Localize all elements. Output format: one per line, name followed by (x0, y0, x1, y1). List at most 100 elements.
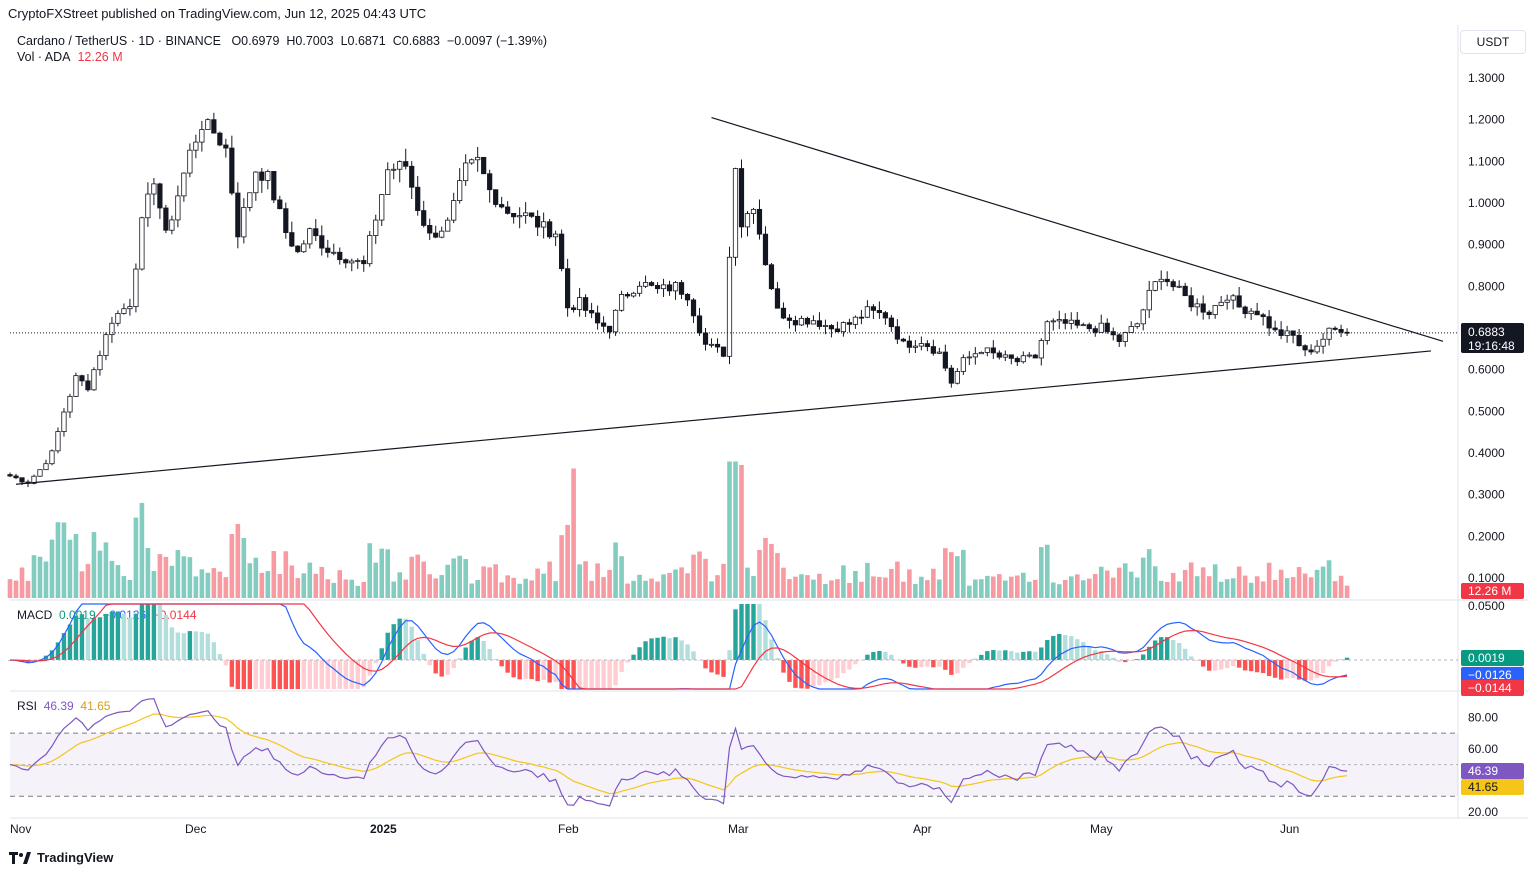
volume-bar (91, 532, 97, 598)
macd-histogram-bar (139, 604, 145, 660)
rsi-panel (9, 697, 1458, 807)
volume-bar (73, 534, 79, 598)
macd-histogram-bar (115, 611, 121, 660)
rsi-legend[interactable]: RSI 46.39 41.65 (17, 699, 110, 713)
candle-body (1224, 299, 1230, 303)
candle-body (37, 469, 43, 477)
candle-body (1050, 320, 1056, 323)
macd-histogram-bar (1248, 660, 1254, 672)
candle-body (654, 285, 661, 290)
macd-histogram-bar (1003, 650, 1008, 660)
macd-histogram-bar (1093, 650, 1098, 660)
volume-bar (613, 542, 618, 598)
volume-bar (625, 583, 630, 598)
candle-body (55, 431, 61, 452)
candle-body (780, 307, 787, 319)
volume-bar (373, 562, 379, 598)
macd-histogram-bar (535, 660, 540, 682)
time-tick-label: Nov (10, 822, 31, 836)
candle-body (828, 325, 835, 330)
volume-bar (817, 573, 822, 598)
candle-body (972, 353, 978, 358)
volume-bar (535, 568, 540, 598)
candle-body (918, 343, 924, 347)
macd-histogram-bar (1338, 659, 1344, 660)
macd-histogram-bar (1224, 660, 1230, 669)
volume-bar (889, 568, 894, 598)
volume-bar (199, 569, 205, 598)
candle-body (948, 367, 954, 384)
rsi-badge-bg (1461, 763, 1524, 779)
macd-histogram-bar (1027, 651, 1032, 660)
volume-bar (631, 580, 636, 598)
tradingview-logo[interactable]: TradingView (9, 850, 113, 865)
macd-histogram-bar (931, 660, 936, 668)
candle-body (846, 322, 853, 325)
candle-body (271, 171, 277, 201)
volume-bar (1314, 569, 1320, 598)
macd-histogram-bar (589, 660, 594, 689)
volume-bar (1050, 582, 1056, 598)
macd-histogram-bar (1111, 657, 1116, 660)
candle-body (583, 297, 589, 311)
volume-bar (1032, 579, 1038, 598)
macd-histogram-bar (607, 660, 612, 689)
volume-bar (529, 580, 534, 598)
price-tick-label: 1.1000 (1468, 154, 1505, 168)
macd-histogram-bar (643, 641, 648, 660)
volume-bar (157, 554, 163, 598)
macd-histogram-bar (277, 660, 283, 689)
volume-bar (547, 561, 552, 598)
volume-bar (925, 580, 930, 598)
volume-bar (661, 574, 666, 598)
macd-histogram-bar (1081, 642, 1086, 660)
macd-histogram-bar (679, 640, 684, 660)
macd-histogram-bar (427, 660, 432, 666)
candle-body (912, 345, 918, 348)
macd-histogram-bar (379, 648, 384, 660)
currency-button[interactable]: USDT (1460, 30, 1526, 54)
rsi-line (9, 697, 1348, 807)
volume-bar (1194, 576, 1200, 598)
volume-bar (247, 563, 253, 598)
candle-body (648, 282, 655, 286)
macd-histogram-bar (847, 660, 852, 670)
high-label: H (286, 34, 296, 48)
macd-histogram-bar (199, 632, 205, 660)
macd-signal-badge: −0.0144 (1468, 681, 1512, 695)
volume-bar (1332, 581, 1338, 598)
macd-histogram-bar (577, 660, 582, 689)
macd-histogram-bar (1278, 660, 1284, 680)
volume-bar (499, 582, 504, 598)
candle-body (618, 294, 625, 311)
candle-body (876, 310, 882, 314)
macd-histogram-bar (505, 660, 510, 673)
macd-tick-label: 0.0500 (1468, 599, 1505, 613)
candle-body (888, 317, 894, 328)
macd-histogram-bar (751, 604, 756, 660)
tradingview-logo-icon (9, 851, 31, 864)
volume-bar (643, 580, 648, 598)
volume-bar (823, 583, 828, 598)
macd-histogram-bar (985, 651, 990, 660)
macd-histogram-bar (319, 660, 324, 689)
candle-body (642, 282, 649, 287)
symbol-name[interactable]: Cardano / TetherUS · 1D · BINANCE (17, 34, 222, 48)
volume-bar (1326, 560, 1332, 598)
volume-bar (1284, 578, 1290, 598)
candle-body (343, 259, 349, 264)
price-tick-label: 0.3000 (1468, 488, 1505, 502)
volume-bar (229, 534, 235, 598)
volume-bar (571, 468, 576, 598)
volume-label[interactable]: Vol · ADA (17, 50, 71, 64)
macd-histogram-bar (1009, 651, 1014, 660)
candle-body (864, 306, 871, 318)
candle-body (451, 200, 457, 221)
candle-body (43, 463, 49, 471)
volume-bar (415, 554, 421, 598)
volume-bar (1074, 574, 1080, 598)
candle-body (1254, 310, 1260, 316)
macd-histogram-bar (841, 660, 846, 674)
macd-histogram-bar (991, 650, 996, 660)
